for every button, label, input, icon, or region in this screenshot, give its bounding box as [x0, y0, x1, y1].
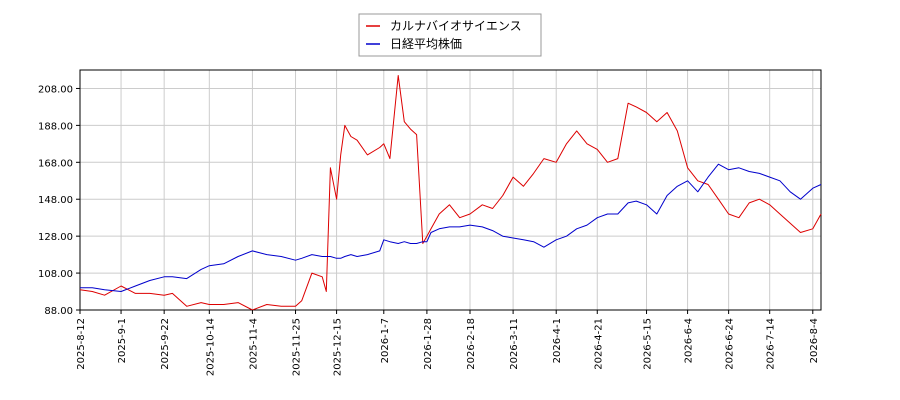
grid — [79, 70, 821, 311]
y-tick-label: 108.00 — [38, 269, 73, 280]
x-tick-label: 2026-4-21 — [593, 318, 604, 370]
y-tick-label: 168.00 — [38, 158, 73, 169]
x-tick-label: 2025-9-1 — [117, 318, 128, 363]
legend-label-series-0: カルナバイオサイエンス — [390, 19, 522, 33]
y-tick-label: 128.00 — [38, 232, 73, 243]
legend-label-series-1: 日経平均株価 — [390, 36, 462, 51]
y-tick-label: 148.00 — [38, 195, 73, 206]
x-axis: 2025-8-12 2025-9-1 2025-9-22 2025-10-14 2025… — [76, 310, 820, 376]
y-axis: 88.00 108.00 128.00 148.00 168.00 188.00 208.0… — [38, 84, 80, 317]
series-line-1 — [80, 163, 822, 292]
x-tick-label: 2026-4-1 — [552, 318, 563, 363]
x-tick-label: 2025-9-22 — [160, 318, 171, 370]
x-tick-label: 2026-8-4 — [809, 318, 820, 363]
x-tick-label: 2026-6-24 — [725, 318, 736, 370]
series-line-0 — [79, 75, 822, 311]
x-tick-label: 2026-3-11 — [509, 318, 520, 370]
x-tick-label: 2026-1-28 — [423, 318, 434, 370]
x-tick-label: 2025-11-25 — [292, 318, 303, 376]
x-tick-label: 2026-6-4 — [684, 318, 695, 363]
x-tick-label: 2025-8-12 — [76, 318, 87, 370]
series-lines — [79, 75, 822, 311]
x-tick-label: 2026-5-15 — [643, 318, 654, 370]
x-tick-label: 2026-7-14 — [766, 318, 777, 370]
y-tick-label: 88.00 — [44, 306, 73, 317]
y-tick-label: 188.00 — [38, 121, 73, 132]
x-tick-label: 2025-11-4 — [248, 318, 259, 370]
x-tick-label: 2025-10-14 — [205, 318, 216, 376]
y-tick-label: 208.00 — [38, 84, 73, 95]
x-tick-label: 2025-12-15 — [333, 318, 344, 376]
legend-box — [358, 13, 542, 57]
x-tick-label: 2026-2-18 — [466, 318, 477, 370]
x-tick-label: 2026-1-7 — [380, 318, 391, 363]
legend: カルナバイオサイエンス 日経平均株価 — [358, 13, 542, 57]
plot-area-frame — [79, 69, 822, 311]
